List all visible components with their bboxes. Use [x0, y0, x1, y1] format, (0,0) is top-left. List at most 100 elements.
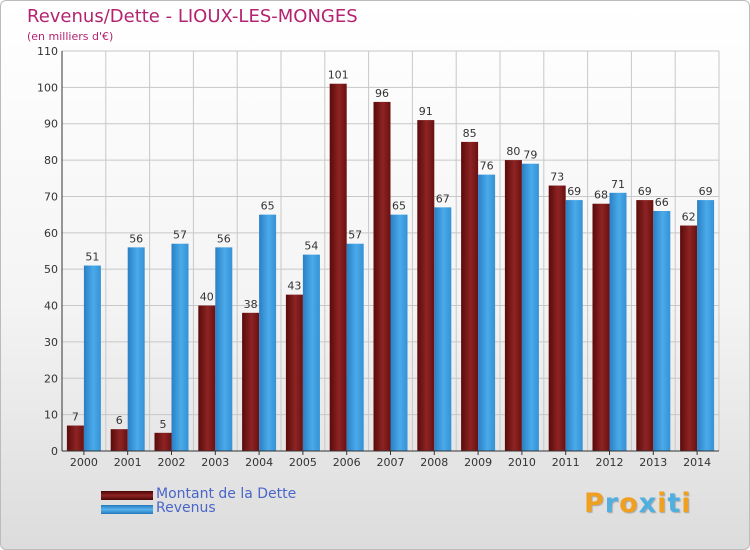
logo-letter: r [604, 488, 620, 519]
bar-revenus [83, 265, 101, 451]
bar-revenus [215, 247, 233, 451]
bar-revenus [127, 247, 145, 451]
data-label-debt: 69 [638, 185, 652, 198]
data-label-revenus: 65 [261, 200, 275, 213]
proxiti-logo: Proxiti [584, 488, 692, 519]
data-label-revenus: 76 [480, 160, 494, 173]
x-tick-label: 2008 [420, 456, 448, 469]
x-tick-label: 2012 [596, 456, 624, 469]
data-label-debt: 80 [506, 145, 520, 158]
x-tick-label: 2011 [552, 456, 580, 469]
bar-debt [417, 120, 435, 451]
x-tick-label: 2014 [683, 456, 711, 469]
x-tick-label: 2010 [508, 456, 536, 469]
bar-debt [592, 203, 610, 451]
data-label-revenus: 57 [348, 229, 362, 242]
bar-revenus [390, 214, 408, 451]
x-tick-label: 2002 [158, 456, 186, 469]
data-label-debt: 7 [72, 411, 79, 424]
data-label-revenus: 71 [611, 178, 625, 191]
x-tick-label: 2000 [70, 456, 98, 469]
data-label-revenus: 54 [304, 240, 318, 253]
chart-title: Revenus/Dette - LIOUX-LES-MONGES [27, 6, 358, 27]
bar-debt [198, 305, 216, 451]
logo-letter: i [681, 488, 692, 519]
data-label-debt: 5 [160, 418, 167, 431]
data-label-debt: 96 [375, 87, 389, 100]
bar-revenus [478, 174, 496, 452]
legend-label-revenus: Revenus [156, 500, 216, 516]
bar-debt [636, 200, 654, 451]
bar-revenus [302, 254, 320, 451]
bar-debt [329, 83, 347, 452]
data-label-revenus: 69 [699, 185, 713, 198]
data-label-debt: 73 [550, 171, 564, 184]
y-tick-label: 90 [44, 118, 58, 131]
y-tick-label: 60 [44, 227, 58, 240]
chart-subtitle: (en milliers d'€) [27, 30, 114, 43]
bar-revenus [346, 243, 364, 451]
y-tick-label: 10 [44, 409, 58, 422]
bar-revenus [653, 211, 671, 451]
data-label-debt: 68 [594, 189, 608, 202]
data-label-revenus: 67 [436, 192, 450, 205]
logo-letter: P [584, 488, 605, 519]
data-label-revenus: 57 [173, 229, 187, 242]
bar-revenus [259, 214, 277, 451]
y-tick-label: 80 [44, 154, 58, 167]
data-label-debt: 91 [419, 105, 433, 118]
x-tick-label: 2005 [289, 456, 317, 469]
bar-debt [110, 429, 128, 451]
legend-label-debt: Montant de la Dette [156, 486, 297, 502]
bar-debt [285, 294, 303, 451]
legend-swatch-revenus [101, 505, 153, 514]
y-tick-label: 70 [44, 190, 58, 203]
x-tick-label: 2003 [201, 456, 229, 469]
bar-debt [504, 160, 522, 451]
x-tick-label: 2001 [114, 456, 142, 469]
legend-swatch-debt [101, 491, 153, 500]
logo-letter: x [638, 488, 658, 519]
logo-letter: t [667, 488, 682, 519]
bar-debt [242, 312, 260, 451]
data-label-debt: 40 [200, 291, 214, 304]
bar-debt [154, 432, 172, 451]
bar-revenus [565, 200, 583, 451]
y-tick-label: 20 [44, 372, 58, 385]
data-label-debt: 38 [244, 298, 258, 311]
data-label-revenus: 69 [567, 185, 581, 198]
y-tick-label: 50 [44, 263, 58, 276]
logo-letter: i [657, 488, 668, 519]
bar-debt [373, 101, 391, 451]
data-label-debt: 85 [463, 127, 477, 140]
bar-debt [66, 425, 84, 451]
bar-revenus [521, 163, 539, 451]
y-tick-label: 110 [37, 45, 58, 58]
bar-revenus [609, 192, 627, 451]
bar-debt [548, 185, 566, 451]
data-label-debt: 43 [287, 280, 301, 293]
x-tick-label: 2007 [377, 456, 405, 469]
bar-debt [680, 225, 698, 451]
y-tick-label: 100 [37, 81, 58, 94]
x-tick-label: 2006 [333, 456, 361, 469]
bar-revenus [697, 200, 715, 451]
x-tick-label: 2004 [245, 456, 273, 469]
x-tick-label: 2013 [639, 456, 667, 469]
y-tick-label: 40 [44, 300, 58, 313]
bar-revenus [434, 207, 452, 451]
data-label-revenus: 51 [85, 251, 99, 264]
data-label-debt: 6 [116, 414, 123, 427]
x-tick-label: 2009 [464, 456, 492, 469]
data-label-revenus: 79 [523, 149, 537, 162]
data-label-debt: 62 [682, 211, 696, 224]
logo-letter: o [619, 488, 639, 519]
y-tick-label: 30 [44, 336, 58, 349]
data-label-revenus: 65 [392, 200, 406, 213]
bar-revenus [171, 243, 189, 451]
data-label-debt: 101 [328, 69, 349, 82]
bar-debt [461, 141, 479, 451]
data-label-revenus: 56 [217, 232, 231, 245]
